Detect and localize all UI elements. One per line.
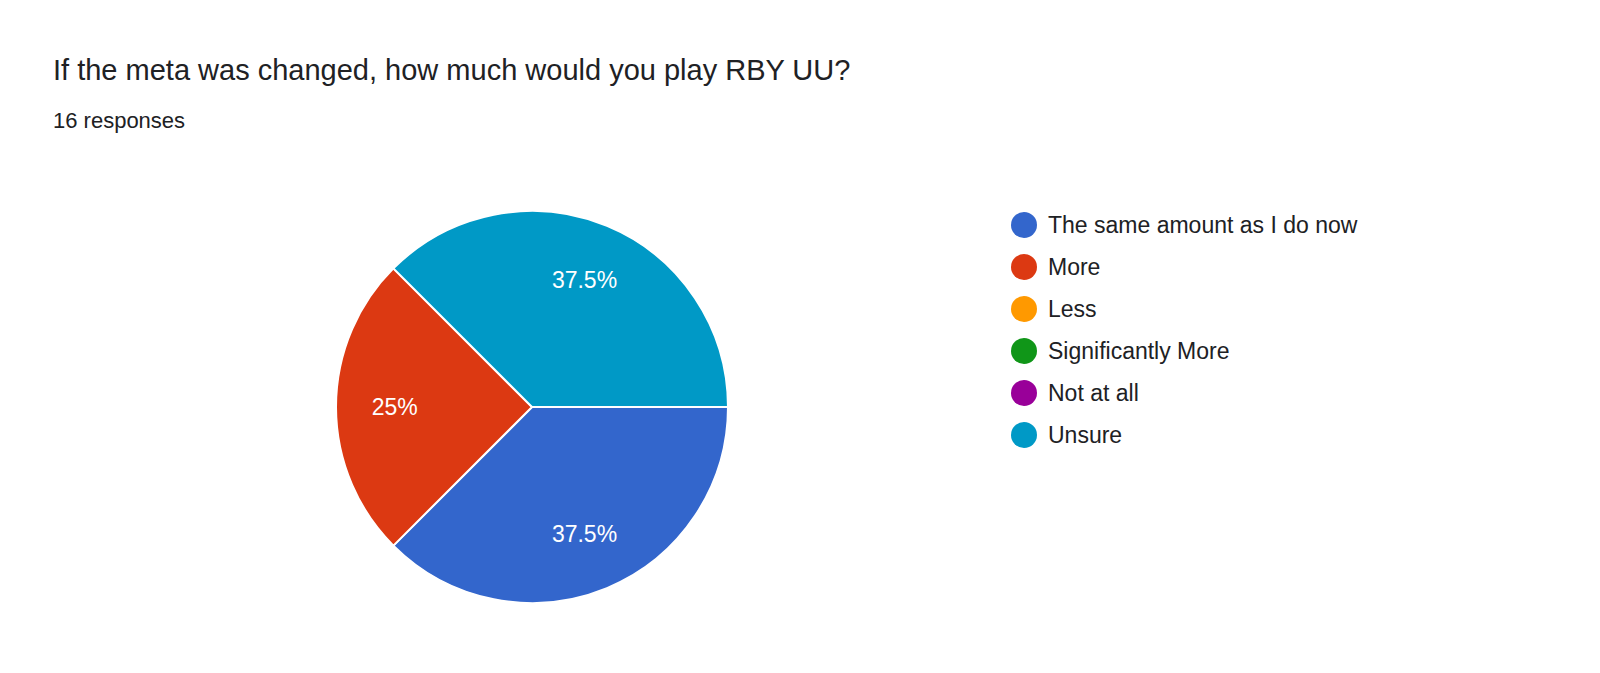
html-text:Unsure: Unsure [1048, 421, 1123, 448]
html-text:If the meta was changed, how m: If the meta was changed, how much would … [53, 54, 851, 86]
html-text:16 responses: 16 responses [53, 108, 186, 133]
html-text:Not at all: Not at all [1048, 379, 1139, 406]
svg-text:37.5%: 37.5% [552, 521, 617, 547]
html-text:Significantly More: Significantly More [1048, 337, 1230, 364]
html-text:Less: Less [1048, 295, 1097, 322]
html-text:More: More [1048, 253, 1101, 280]
svg-text:25%: 25% [372, 394, 418, 420]
svg-text:37.5%: 37.5% [552, 267, 617, 293]
html-text:The same amount as I do now: The same amount as I do now [1048, 211, 1358, 238]
